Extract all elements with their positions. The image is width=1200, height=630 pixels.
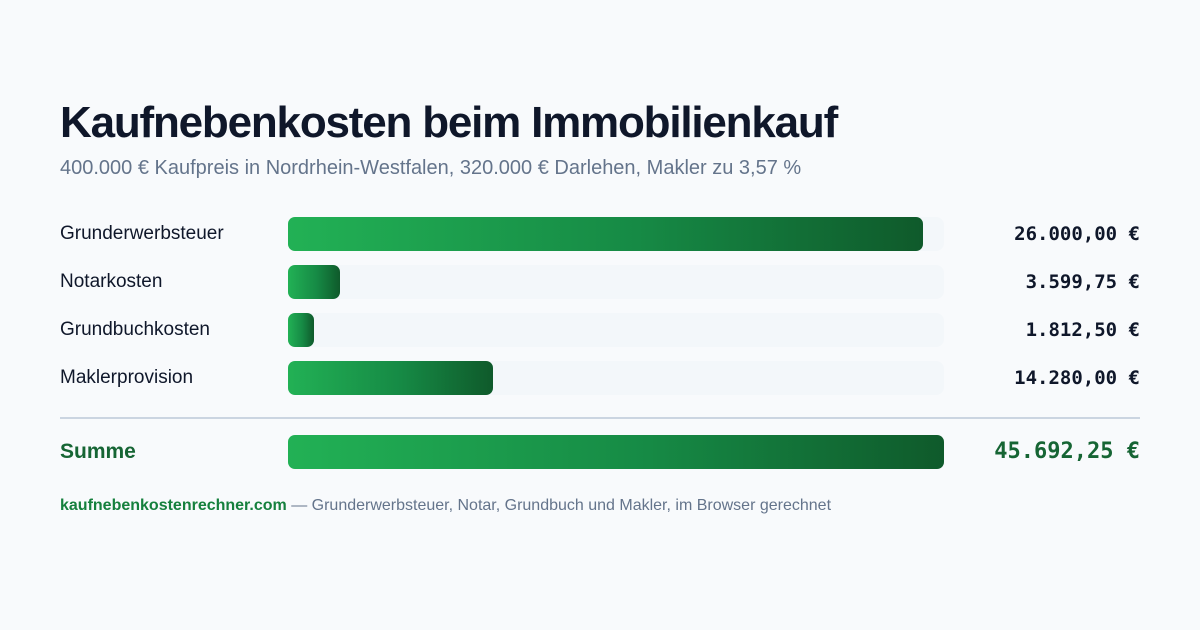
- total-row: Summe 45.692,25 €: [60, 435, 1140, 469]
- page-title: Kaufnebenkosten beim Immobilienkauf: [60, 98, 838, 147]
- bar-maklerprovision: [288, 361, 493, 395]
- footer-text: — Grunderwerbsteuer, Notar, Grundbuch un…: [286, 497, 832, 514]
- bar-grunderwerbsteuer: [288, 217, 923, 251]
- value-label: 1.812,50 €: [1025, 319, 1140, 341]
- value-label: 14.280,00 €: [1014, 367, 1140, 389]
- bar-row-grundbuchkosten: Grundbuchkosten 1.812,50 €: [60, 313, 1140, 347]
- total-value-label: 45.692,25 €: [994, 439, 1140, 464]
- category-label: Notarkosten: [60, 271, 163, 292]
- value-label: 26.000,00 €: [1014, 223, 1140, 245]
- page-subtitle: 400.000 € Kaufpreis in Nordrhein-Westfal…: [60, 157, 802, 179]
- total-label: Summe: [60, 440, 136, 463]
- value-label: 3.599,75 €: [1025, 271, 1140, 293]
- bar-notarkosten: [288, 265, 340, 299]
- category-label: Grunderwerbsteuer: [60, 223, 224, 244]
- bar-total: [288, 435, 944, 469]
- bar-track: [288, 265, 944, 299]
- divider: [60, 417, 1140, 419]
- category-label: Grundbuchkosten: [60, 319, 210, 340]
- bar-grundbuchkosten: [288, 313, 314, 347]
- category-label: Maklerprovision: [60, 367, 194, 388]
- bar-row-notarkosten: Notarkosten 3.599,75 €: [60, 265, 1140, 299]
- bar-row-grunderwerbsteuer: Grunderwerbsteuer 26.000,00 €: [60, 217, 1140, 251]
- footer-site-link[interactable]: kaufnebenkostenrechner.com: [60, 497, 287, 514]
- bar-track: [288, 313, 944, 347]
- footer: kaufnebenkostenrechner.com — Grunderwerb…: [60, 497, 831, 515]
- bar-row-maklerprovision: Maklerprovision 14.280,00 €: [60, 361, 1140, 395]
